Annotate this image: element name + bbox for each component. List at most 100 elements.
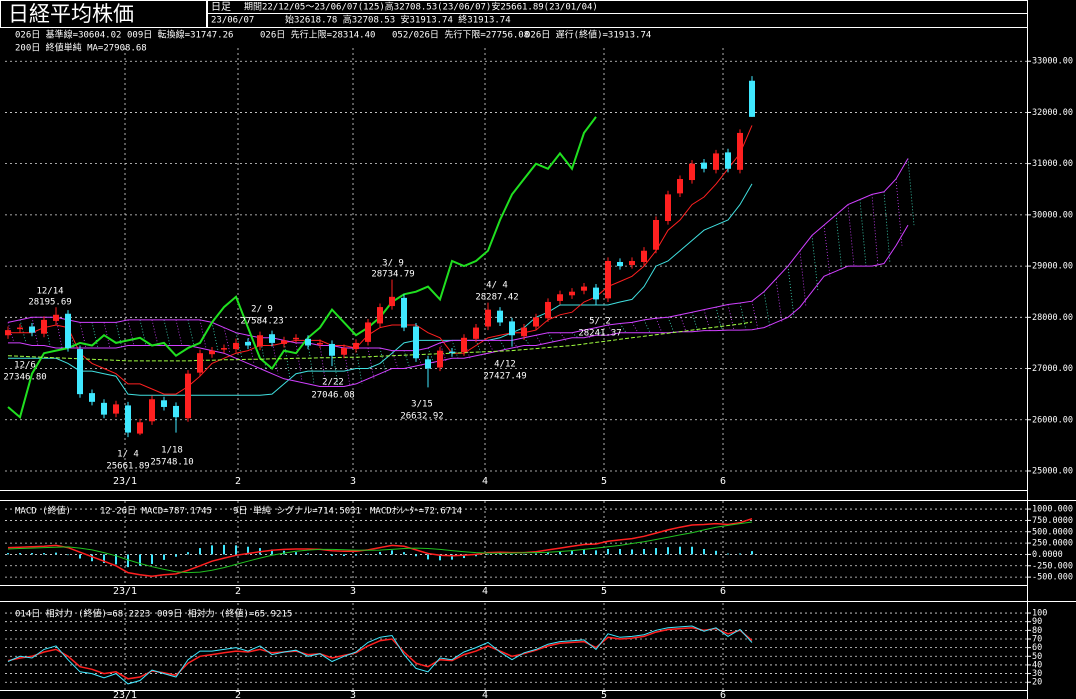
- histogram-bar: [427, 554, 429, 560]
- cloud-hatch: [211, 322, 219, 351]
- candle-body: [437, 350, 443, 368]
- x-tick-label: 6: [720, 690, 726, 699]
- y-tick-label: -250.000: [1032, 561, 1073, 571]
- cloud-hatch: [907, 158, 915, 226]
- histogram-bar: [607, 548, 609, 555]
- cloud-hatch: [823, 225, 831, 277]
- cloud-hatch: [451, 340, 459, 359]
- histogram-bar: [595, 550, 597, 555]
- candle-body: [713, 153, 719, 170]
- candle-body: [569, 291, 575, 296]
- y-tick-label: 25000.00: [1032, 466, 1073, 476]
- legend-entry: 052/026日 先行下限=27756.08: [392, 29, 529, 41]
- candle-body: [281, 340, 287, 344]
- candle-body: [41, 319, 47, 334]
- annotation-date: 4/12: [494, 360, 516, 370]
- indicator-line: [8, 125, 753, 395]
- cloud-hatch: [715, 306, 723, 331]
- y-tick-label: 30: [1032, 669, 1042, 679]
- histogram-bar: [463, 554, 465, 559]
- y-tick-label: 60: [1032, 643, 1042, 653]
- last-ohlc: 始32618.78 高32708.53 安31913.74 終31913.74: [285, 14, 511, 26]
- candle-body: [137, 422, 143, 434]
- candle-body: [149, 399, 155, 422]
- cloud-hatch: [223, 327, 231, 354]
- y-tick-label: 100: [1032, 609, 1047, 619]
- histogram-bar: [247, 546, 249, 555]
- x-tick-label: 4: [482, 586, 488, 597]
- y-tick-label: 750.0000: [1032, 516, 1073, 526]
- annotation-value: 25661.89: [106, 462, 149, 472]
- legend-entry: 026日 遅行(終値)=31913.74: [525, 29, 651, 41]
- histogram-bar: [127, 554, 129, 568]
- period-info: 期間22/12/05～23/06/07(125)高32708.53(23/06/…: [244, 1, 598, 13]
- candle-body: [425, 359, 431, 369]
- cloud-hatch: [631, 322, 639, 333]
- histogram-bar: [403, 552, 405, 555]
- histogram-bar: [43, 553, 45, 555]
- candle-body: [197, 353, 203, 373]
- cloud-hatch: [67, 319, 75, 349]
- x-tick-label: 23/1: [113, 586, 137, 597]
- macd-title: MACD (終値): [15, 505, 71, 517]
- candle-body: [665, 194, 671, 222]
- histogram-bar: [211, 545, 213, 555]
- chart-title: 日経平均株価: [8, 2, 134, 26]
- histogram-bar: [91, 554, 93, 562]
- candle-body: [113, 404, 119, 414]
- annotation-value: 26632.92: [400, 412, 443, 422]
- candle-body: [101, 402, 107, 415]
- candle-body: [449, 351, 455, 354]
- histogram-bar: [631, 549, 633, 555]
- histogram-bar: [31, 553, 33, 555]
- histogram-bar: [295, 552, 297, 555]
- legend-entry: 12-26日 MACD=787.1745: [100, 506, 212, 517]
- histogram-bar: [79, 554, 81, 559]
- candle-body: [53, 314, 59, 321]
- candle-body: [605, 260, 611, 299]
- cloud-hatch: [691, 312, 699, 332]
- cloud-hatch: [199, 319, 207, 349]
- annotation-date: 4/ 4: [486, 281, 508, 291]
- candle-body: [641, 250, 647, 262]
- cloud-hatch: [799, 250, 807, 308]
- histogram-bar: [319, 554, 321, 555]
- cloud-hatch: [307, 342, 315, 384]
- x-tick-label: 23/1: [113, 690, 137, 699]
- histogram-bar: [367, 553, 369, 555]
- y-tick-label: 0.0000: [1032, 550, 1063, 560]
- histogram-bar: [223, 544, 225, 555]
- annotation-value: 27584.23: [240, 317, 283, 327]
- x-tick-label: 3: [350, 690, 356, 699]
- cloud-hatch: [103, 322, 111, 349]
- y-tick-label: 30000.00: [1032, 210, 1073, 220]
- annotation-date: 1/ 4: [117, 450, 139, 460]
- x-tick-label: 2: [235, 476, 241, 487]
- cloud-hatch: [19, 319, 27, 344]
- cloud-hatch: [571, 332, 579, 339]
- histogram-bar: [571, 550, 573, 555]
- annotation-date: 5/ 2: [589, 317, 611, 327]
- annotation-date: 2/ 9: [251, 305, 273, 315]
- annotation-value: 28734.79: [371, 270, 414, 280]
- histogram-bar: [715, 550, 717, 555]
- candle-body: [233, 342, 239, 350]
- cloud-hatch: [271, 337, 279, 374]
- histogram-bar: [751, 551, 753, 555]
- cloud-hatch: [151, 319, 159, 346]
- cloud-hatch: [175, 319, 183, 346]
- histogram-bar: [391, 550, 393, 555]
- indicator-line: [8, 224, 909, 387]
- cloud-hatch: [703, 309, 711, 331]
- histogram-bar: [559, 551, 561, 555]
- histogram-bar: [667, 547, 669, 555]
- histogram-bar: [451, 554, 453, 560]
- candle-body: [89, 393, 95, 402]
- histogram-bar: [331, 554, 333, 556]
- y-tick-label: 250.0000: [1032, 539, 1073, 549]
- candle-body: [269, 334, 275, 343]
- annotation-value: 27346.80: [3, 373, 46, 383]
- y-tick-label: 500.0000: [1032, 527, 1073, 537]
- histogram-bar: [271, 549, 273, 555]
